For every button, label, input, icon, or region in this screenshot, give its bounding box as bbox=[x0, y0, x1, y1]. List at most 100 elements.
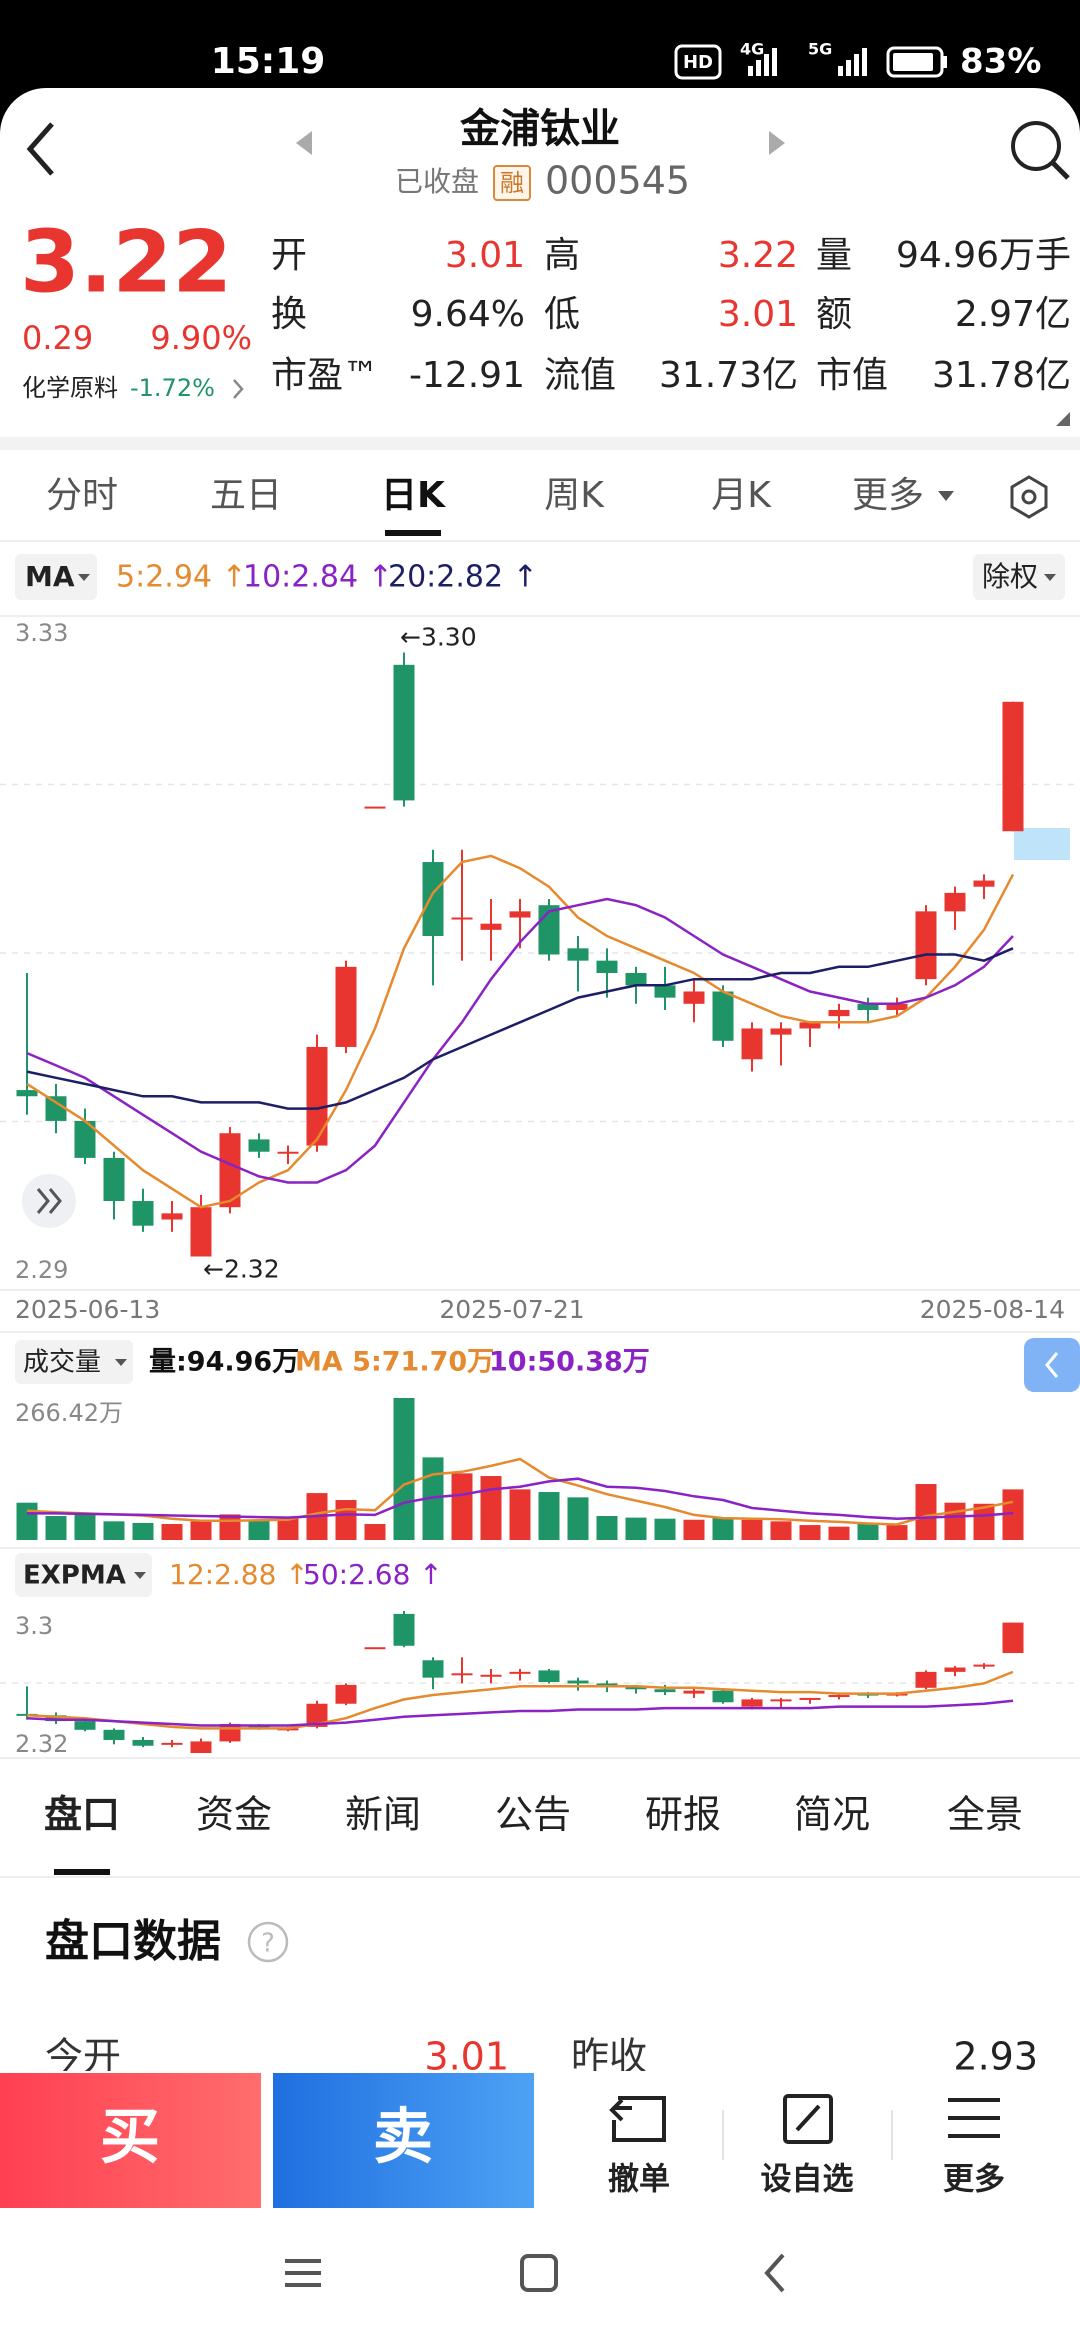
expma-candle-body bbox=[16, 1713, 38, 1716]
expma-candle-body bbox=[364, 1647, 386, 1650]
battery-tip bbox=[943, 56, 947, 68]
candle-body bbox=[1002, 701, 1024, 832]
last-price: 3.22 bbox=[20, 212, 232, 312]
volume-bar bbox=[654, 1518, 676, 1540]
candle-body bbox=[654, 985, 676, 998]
info-tab[interactable]: 盘口 bbox=[44, 1793, 120, 1837]
search-button[interactable] bbox=[1011, 121, 1061, 171]
x-tick-label: 2025-08-14 bbox=[920, 1295, 1065, 1324]
volume-bar bbox=[190, 1521, 212, 1540]
volume-selector[interactable] bbox=[15, 1340, 133, 1384]
next-stock[interactable] bbox=[769, 131, 785, 155]
candle-body bbox=[712, 991, 734, 1041]
candle-body bbox=[248, 1139, 270, 1152]
nav-home[interactable] bbox=[520, 2254, 558, 2292]
candle-body bbox=[306, 1046, 328, 1146]
candle-body bbox=[741, 1028, 763, 1060]
info-tab[interactable]: 简况 bbox=[794, 1793, 870, 1837]
info-tab[interactable]: 公告 bbox=[495, 1793, 571, 1837]
y-tick-label: 3.33 bbox=[15, 619, 68, 647]
info-tab[interactable]: 全景 bbox=[947, 1793, 1023, 1837]
action-label[interactable]: 更多 bbox=[943, 2162, 1005, 2198]
sector-chevron[interactable] bbox=[233, 379, 244, 399]
watchlist-icon bbox=[783, 2094, 833, 2144]
period-tab[interactable]: 五日 bbox=[210, 475, 282, 516]
stock-code: 000545 bbox=[545, 159, 690, 203]
volume-bar bbox=[161, 1524, 183, 1540]
settings-icon[interactable] bbox=[1010, 475, 1048, 519]
info-tab[interactable]: 研报 bbox=[645, 1793, 721, 1837]
volume-bar bbox=[625, 1517, 647, 1540]
expma-candle-body bbox=[799, 1697, 821, 1700]
nav-back[interactable] bbox=[764, 2253, 785, 2293]
section-gap bbox=[0, 437, 1080, 450]
volume-bar bbox=[132, 1522, 154, 1540]
candle-body bbox=[944, 892, 966, 912]
market-status: 已收盘 bbox=[395, 165, 479, 198]
volume-bar bbox=[567, 1497, 589, 1540]
expma-selector[interactable] bbox=[15, 1553, 152, 1597]
expma-candle-body bbox=[480, 1674, 502, 1677]
search-handle bbox=[1051, 161, 1070, 180]
nav-menu[interactable] bbox=[285, 2259, 321, 2287]
quote-label: 开 bbox=[271, 235, 307, 276]
period-tab[interactable]: 更多 bbox=[852, 475, 924, 516]
expma-candle-body bbox=[422, 1660, 444, 1678]
volume-bar bbox=[828, 1526, 850, 1540]
ma-line bbox=[26, 897, 1014, 1184]
help-icon-text: ? bbox=[261, 1929, 275, 1959]
expma-candle-body bbox=[393, 1613, 415, 1646]
candle-body bbox=[596, 960, 618, 973]
info-tab[interactable]: 新闻 bbox=[345, 1793, 421, 1837]
more-caret bbox=[938, 491, 954, 501]
cancel-icon bbox=[609, 2096, 666, 2142]
candle-body bbox=[857, 1003, 879, 1010]
volume-bar bbox=[944, 1502, 966, 1540]
nav-bar bbox=[285, 2253, 785, 2293]
volume-bar bbox=[857, 1524, 879, 1540]
sell-button[interactable] bbox=[273, 2073, 534, 2208]
price-annotation: ←3.30 bbox=[400, 622, 477, 651]
battery bbox=[886, 46, 944, 78]
volume-bar bbox=[741, 1519, 763, 1540]
price-annotation: ←2.32 bbox=[203, 1255, 280, 1284]
candle-body bbox=[219, 1133, 241, 1208]
indicator-selector[interactable] bbox=[15, 554, 97, 600]
active-tab-indicator bbox=[54, 1869, 110, 1875]
volume-bar bbox=[422, 1457, 444, 1540]
period-tab[interactable]: 月K bbox=[711, 475, 772, 516]
action-label[interactable]: 设自选 bbox=[761, 2162, 854, 2198]
period-tab[interactable]: 分时 bbox=[46, 475, 118, 516]
volume-bar bbox=[799, 1525, 821, 1540]
candle-body bbox=[364, 806, 386, 809]
volume-bar bbox=[596, 1516, 618, 1540]
candle-body bbox=[770, 1028, 792, 1035]
quote-value: 31.73亿 bbox=[659, 355, 798, 396]
period-tab[interactable]: 日K bbox=[381, 475, 446, 516]
expma-title: EXPMA bbox=[23, 1561, 126, 1591]
legend-entry: 20:2.82 ↑ bbox=[388, 560, 538, 595]
expma-candle-body bbox=[944, 1667, 966, 1672]
caret bbox=[1044, 574, 1056, 581]
y-tick-label: 3.3 bbox=[15, 1612, 53, 1640]
ma-line bbox=[26, 854, 1015, 1209]
app-surface-body bbox=[0, 140, 1080, 2340]
action-label[interactable]: 撤单 bbox=[608, 2162, 670, 2198]
period-tab[interactable]: 周K bbox=[544, 475, 605, 516]
candle-body bbox=[683, 991, 705, 1004]
adjust-selector[interactable] bbox=[973, 554, 1065, 600]
info-tab[interactable]: 资金 bbox=[196, 1793, 272, 1837]
help-icon[interactable] bbox=[247, 1921, 289, 1963]
expand-corner[interactable] bbox=[1056, 412, 1070, 426]
buy-button[interactable] bbox=[0, 2073, 261, 2208]
quote-value: 94.96万手 bbox=[896, 235, 1071, 276]
volume-bar bbox=[364, 1524, 386, 1540]
side-panel-tab[interactable] bbox=[1024, 1338, 1080, 1392]
quote-label: 低 bbox=[544, 294, 580, 335]
volume-bar bbox=[770, 1521, 792, 1540]
back-button[interactable] bbox=[26, 122, 54, 176]
battery-level bbox=[893, 53, 933, 71]
prev-stock[interactable] bbox=[296, 131, 312, 155]
price-change-pct: 9.90% bbox=[150, 319, 252, 357]
